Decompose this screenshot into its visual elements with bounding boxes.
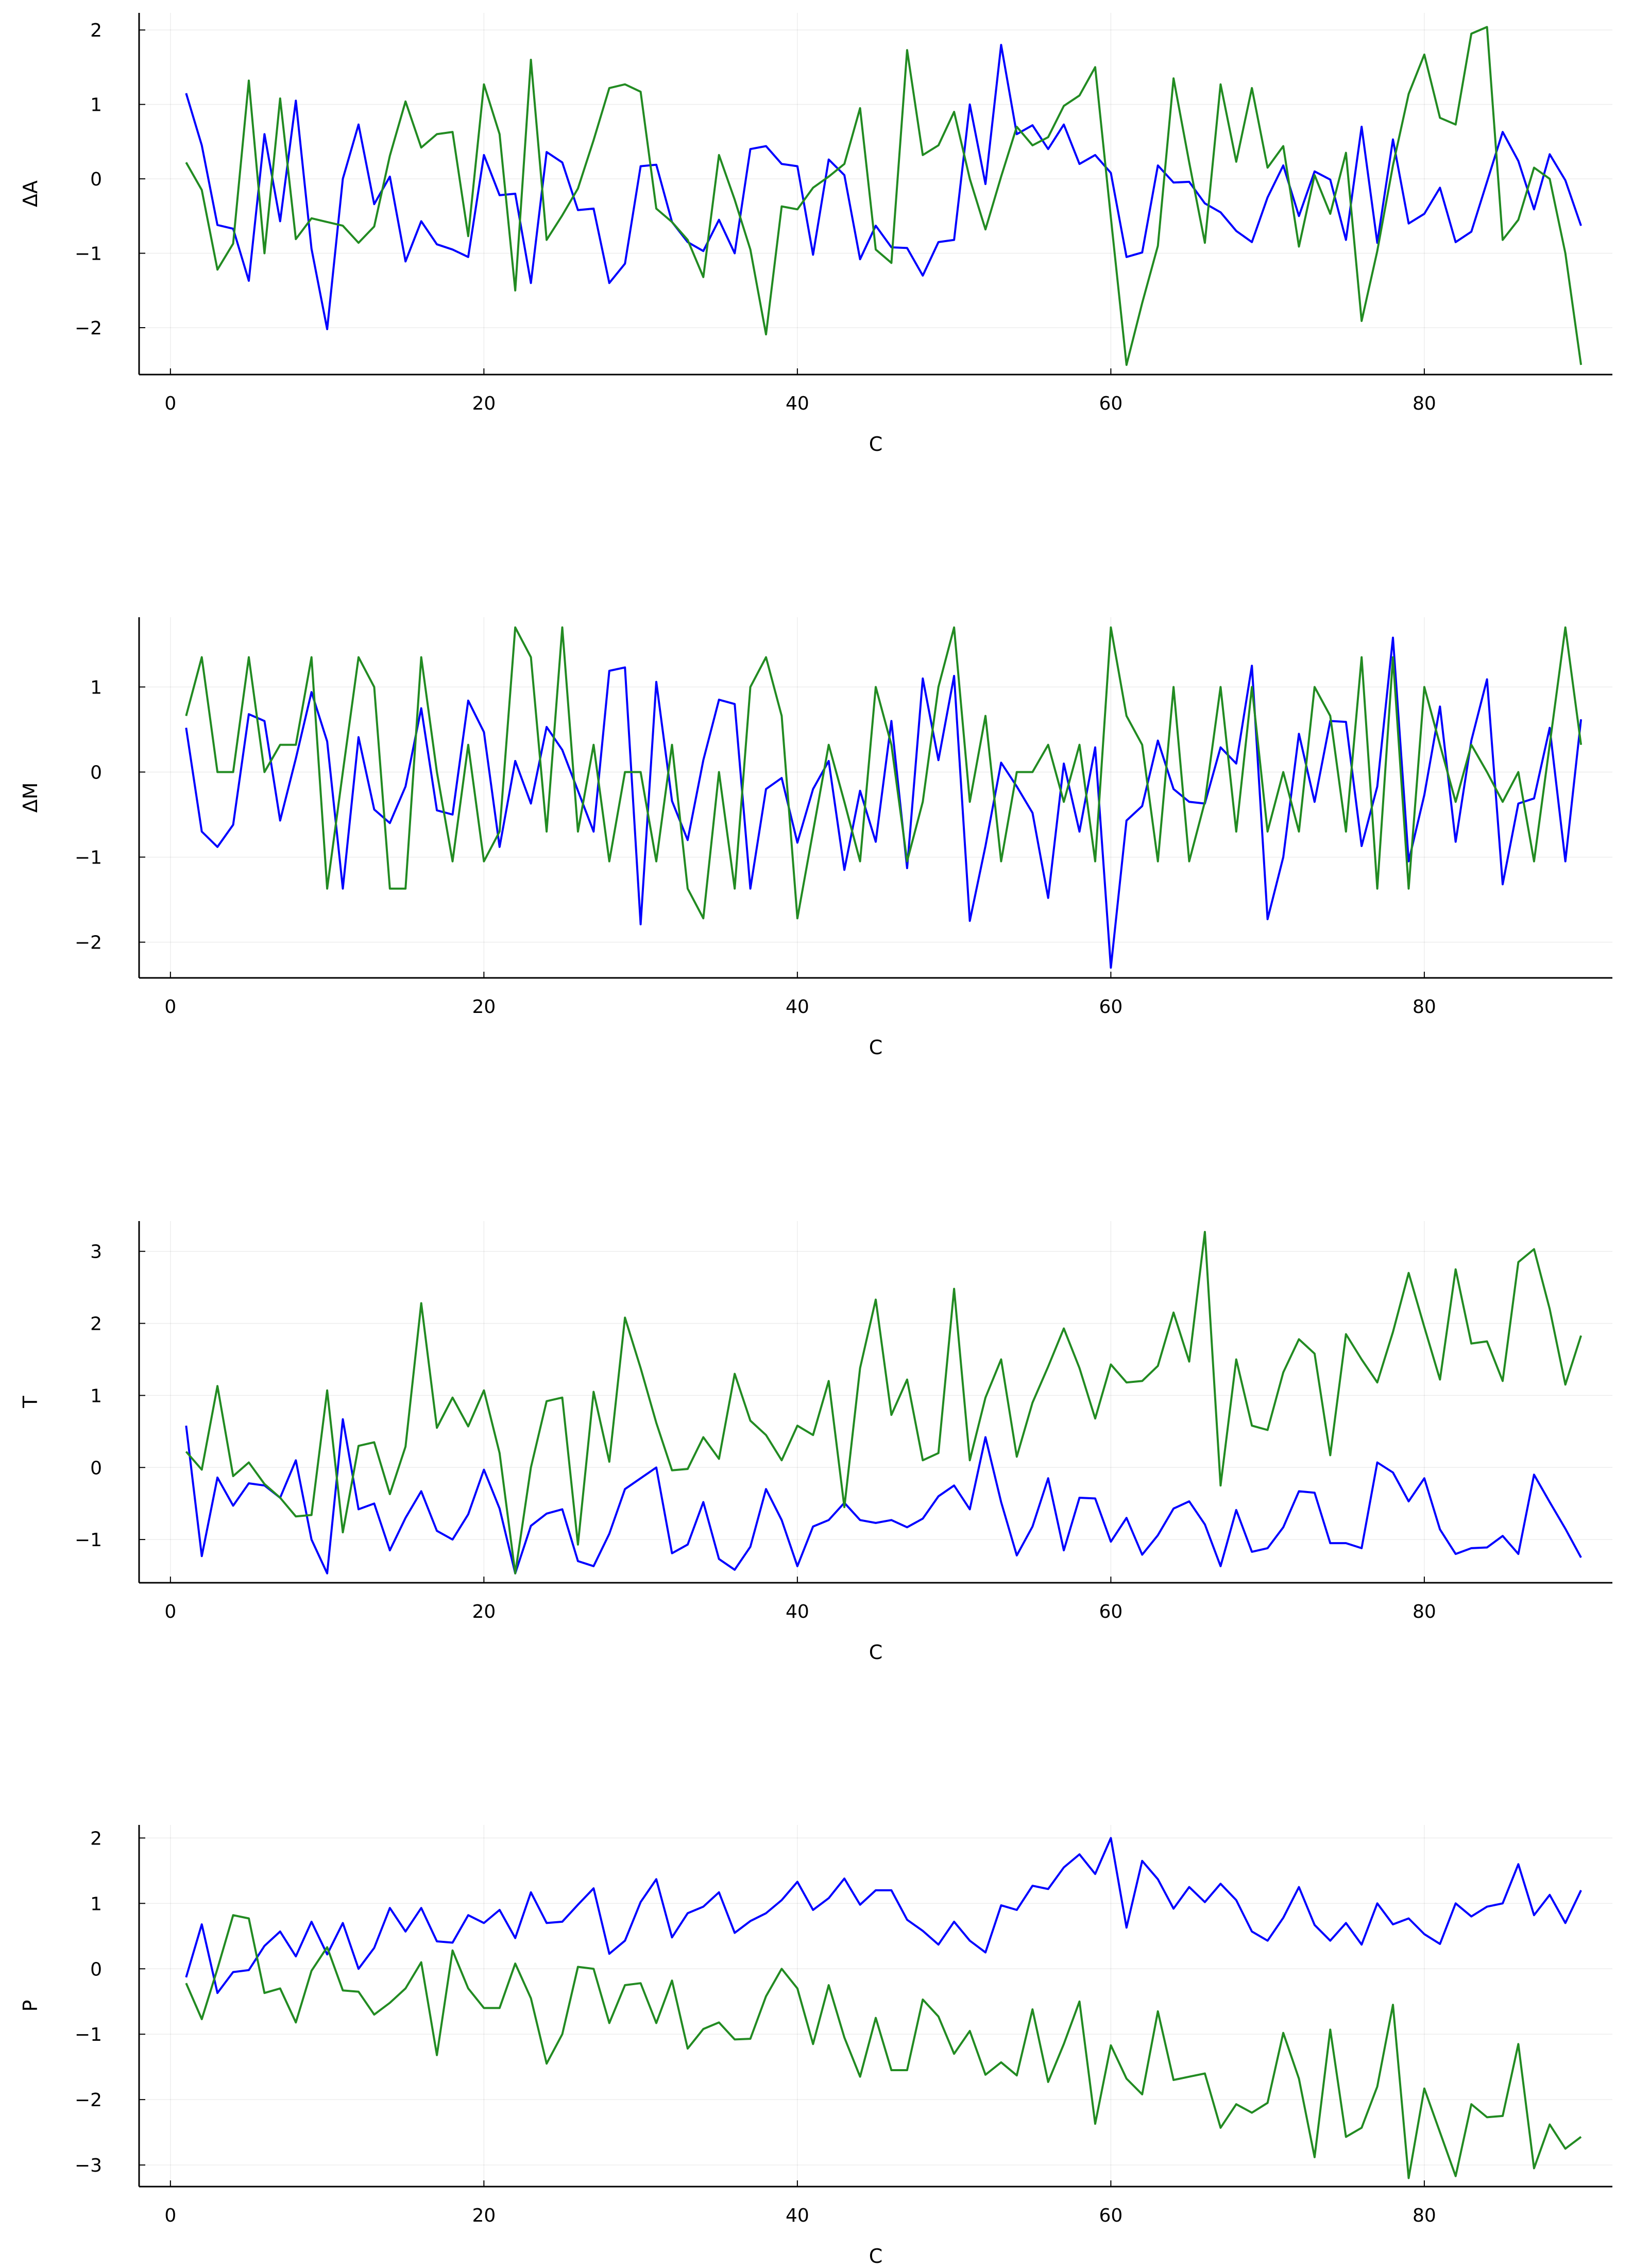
y-tick-label: −1: [75, 2024, 102, 2045]
y-tick-label: 1: [90, 677, 102, 698]
y-tick-label: 1: [90, 95, 102, 116]
x-tick-label: 0: [164, 2205, 176, 2226]
y-tick-label: 1: [90, 1385, 102, 1407]
y-tick-label: 0: [90, 169, 102, 190]
y-tick-label: 3: [90, 1242, 102, 1263]
y-tick-label: 2: [90, 20, 102, 41]
x-axis-label: C: [869, 1036, 883, 1059]
y-tick-label: −2: [75, 318, 102, 339]
x-tick-label: 80: [1413, 1601, 1436, 1622]
x-tick-label: 60: [1099, 996, 1122, 1018]
x-tick-label: 0: [164, 996, 176, 1018]
y-axis-label: P: [19, 2000, 42, 2012]
x-tick-label: 40: [786, 2205, 809, 2226]
x-tick-label: 80: [1413, 393, 1436, 414]
series-line-green: [185, 626, 1583, 920]
series-line-blue: [185, 1418, 1582, 1575]
series-line-green: [185, 26, 1583, 366]
panel-3: 0 20 40 60 80 −1 0 1 2 3 C T: [19, 1221, 1612, 1664]
x-tick-label: 20: [472, 393, 496, 414]
panel-2: 0 20 40 60 80 −2 −1 0 1 C ΔM: [19, 617, 1612, 1059]
y-tick-label: −1: [75, 848, 102, 869]
x-tick-label: 20: [472, 996, 496, 1018]
x-tick-label: 40: [786, 393, 809, 414]
y-tick-label: 2: [90, 1314, 102, 1335]
y-tick-label: 1: [90, 1893, 102, 1915]
y-axis-label: ΔM: [19, 783, 42, 813]
y-tick-label: 2: [90, 1828, 102, 1849]
x-tick-label: 40: [786, 996, 809, 1018]
series-line-green: [185, 1231, 1583, 1575]
y-axis-label: T: [19, 1396, 42, 1409]
y-tick-label: −2: [75, 933, 102, 954]
y-tick-label: 0: [90, 1959, 102, 1980]
series-line-blue: [185, 44, 1582, 330]
x-tick-label: 0: [164, 1601, 176, 1622]
x-axis-label: C: [869, 433, 883, 455]
x-tick-label: 40: [786, 1601, 809, 1622]
x-tick-label: 60: [1099, 1601, 1122, 1622]
series-line-green: [185, 1914, 1582, 2179]
y-axis-label: ΔA: [19, 180, 42, 207]
y-tick-label: −3: [75, 2155, 102, 2176]
y-tick-label: −1: [75, 1530, 102, 1551]
series-line-blue: [185, 636, 1583, 969]
x-axis-label: C: [869, 1641, 883, 1664]
y-tick-label: 0: [90, 1458, 102, 1479]
x-tick-label: 20: [472, 1601, 496, 1622]
x-tick-label: 60: [1099, 2205, 1122, 2226]
y-tick-label: 0: [90, 762, 102, 783]
panel-1: 0 20 40 60 80 −2 −1 0 1 2 C ΔA: [19, 13, 1612, 455]
x-tick-label: 20: [472, 2205, 496, 2226]
y-tick-label: −1: [75, 244, 102, 265]
x-tick-label: 80: [1413, 996, 1436, 1018]
panel-4: 0 20 40 60 80 −3 −2 −1 0 1 2 C P: [19, 1825, 1612, 2267]
x-tick-label: 0: [164, 393, 176, 414]
x-axis-label: C: [869, 2245, 883, 2267]
x-tick-label: 60: [1099, 393, 1122, 414]
y-tick-label: −2: [75, 2090, 102, 2111]
x-tick-label: 80: [1413, 2205, 1436, 2226]
series-line-blue: [185, 1837, 1582, 1994]
